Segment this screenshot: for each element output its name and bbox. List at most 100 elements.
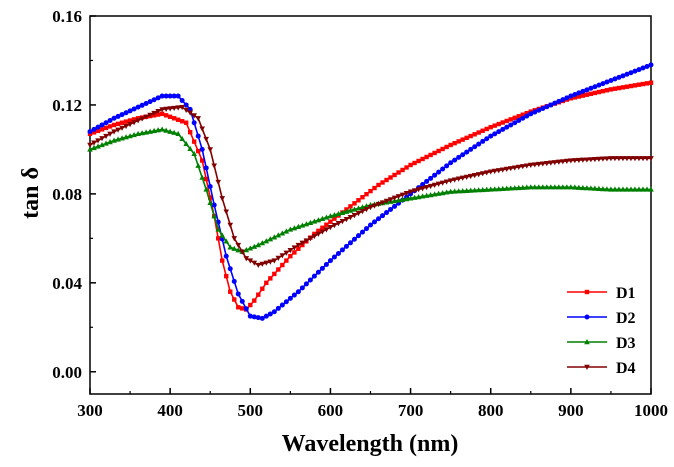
data-point-d4 bbox=[167, 106, 173, 112]
data-point-d3 bbox=[283, 228, 290, 234]
legend-item-d4: D4 bbox=[567, 360, 636, 377]
data-point-d2 bbox=[111, 115, 117, 121]
data-point-d2 bbox=[448, 160, 454, 166]
data-point-d1 bbox=[360, 195, 365, 200]
data-point-d2 bbox=[231, 278, 237, 284]
data-point-d1 bbox=[516, 114, 521, 119]
data-point-d3 bbox=[475, 187, 482, 193]
data-point-d1 bbox=[416, 158, 421, 164]
data-point-d1 bbox=[424, 154, 429, 160]
data-point-d4 bbox=[259, 261, 266, 267]
data-point-d2 bbox=[303, 281, 309, 287]
data-point-d1 bbox=[248, 302, 253, 308]
data-point-d2 bbox=[564, 95, 570, 101]
data-point-d2 bbox=[536, 107, 542, 113]
data-point-d4 bbox=[159, 107, 165, 113]
data-point-d3 bbox=[548, 184, 554, 190]
x-tick-label: 1000 bbox=[634, 401, 668, 420]
data-point-d3 bbox=[99, 141, 105, 148]
data-point-d2 bbox=[452, 157, 458, 163]
data-point-d2 bbox=[380, 213, 386, 219]
data-point-d4 bbox=[227, 222, 234, 229]
data-point-d2 bbox=[199, 146, 205, 152]
data-point-d3 bbox=[632, 186, 638, 192]
data-point-d2 bbox=[436, 169, 442, 175]
data-point-d3 bbox=[499, 185, 506, 191]
data-point-d4 bbox=[251, 260, 258, 266]
data-point-d3 bbox=[223, 238, 230, 244]
data-point-d3 bbox=[487, 186, 494, 192]
data-point-d3 bbox=[291, 225, 298, 231]
data-point-d1 bbox=[288, 253, 293, 259]
data-point-d2 bbox=[640, 65, 646, 71]
series-d2 bbox=[87, 62, 654, 321]
data-point-d4 bbox=[355, 211, 362, 217]
data-point-d4 bbox=[111, 129, 117, 135]
data-point-d4 bbox=[527, 162, 534, 168]
data-point-d2 bbox=[440, 166, 446, 172]
data-point-d4 bbox=[580, 157, 586, 163]
data-point-d1 bbox=[200, 158, 205, 163]
data-point-d2 bbox=[388, 206, 394, 212]
data-point-d1 bbox=[348, 204, 353, 209]
data-point-d3 bbox=[171, 129, 177, 135]
data-point-d2 bbox=[636, 67, 642, 73]
data-point-d4 bbox=[295, 242, 302, 249]
data-point-d2 bbox=[376, 216, 382, 222]
data-point-d2 bbox=[227, 266, 233, 272]
data-point-d3 bbox=[439, 189, 446, 196]
data-point-d3 bbox=[191, 150, 197, 157]
data-point-d4 bbox=[491, 168, 498, 174]
data-point-d1 bbox=[596, 89, 602, 95]
data-point-d3 bbox=[556, 184, 562, 190]
data-point-d3 bbox=[287, 226, 294, 232]
data-point-d3 bbox=[87, 146, 93, 152]
data-point-d4 bbox=[588, 157, 594, 163]
data-point-d1 bbox=[111, 122, 117, 128]
data-point-d2 bbox=[135, 104, 141, 110]
data-point-d1 bbox=[512, 115, 517, 121]
data-point-d3 bbox=[588, 185, 594, 191]
x-tick-label: 900 bbox=[558, 401, 584, 420]
data-point-d2 bbox=[524, 113, 530, 119]
data-point-d4 bbox=[327, 225, 334, 231]
data-point-d1 bbox=[436, 148, 441, 154]
data-point-d2 bbox=[123, 110, 129, 116]
data-point-d1 bbox=[492, 123, 497, 128]
data-point-d4 bbox=[271, 258, 278, 264]
data-point-d2 bbox=[476, 141, 482, 147]
data-point-d2 bbox=[163, 93, 169, 99]
data-point-d3 bbox=[564, 184, 570, 190]
data-point-d1 bbox=[488, 124, 493, 130]
data-point-d1 bbox=[624, 84, 630, 89]
data-point-d4 bbox=[423, 185, 430, 191]
data-point-d3 bbox=[143, 129, 149, 135]
data-point-d4 bbox=[572, 158, 578, 164]
data-point-d1 bbox=[468, 133, 473, 139]
data-point-d2 bbox=[540, 105, 546, 111]
data-point-d3 bbox=[431, 191, 438, 197]
series-d1 bbox=[87, 80, 654, 312]
data-point-d4 bbox=[183, 107, 189, 113]
data-point-d2 bbox=[267, 311, 273, 317]
x-tick-label: 800 bbox=[478, 401, 504, 420]
data-point-d4 bbox=[175, 105, 181, 111]
data-point-d2 bbox=[319, 265, 325, 271]
data-point-d3 bbox=[596, 185, 602, 191]
data-point-d2 bbox=[175, 93, 181, 99]
data-point-d4 bbox=[455, 176, 462, 182]
data-point-d1 bbox=[284, 258, 289, 263]
legend-label: D2 bbox=[616, 310, 636, 327]
data-point-d3 bbox=[215, 226, 222, 232]
data-point-d4 bbox=[155, 109, 161, 115]
data-point-d3 bbox=[519, 184, 526, 190]
data-point-d3 bbox=[459, 187, 466, 194]
data-point-d4 bbox=[219, 196, 226, 202]
data-point-d1 bbox=[640, 81, 646, 87]
data-point-d3 bbox=[407, 195, 414, 201]
data-point-d2 bbox=[323, 261, 329, 267]
data-point-d2 bbox=[600, 81, 606, 87]
data-point-d4 bbox=[231, 236, 238, 242]
data-point-d2 bbox=[179, 97, 185, 103]
data-point-d3 bbox=[207, 199, 214, 205]
